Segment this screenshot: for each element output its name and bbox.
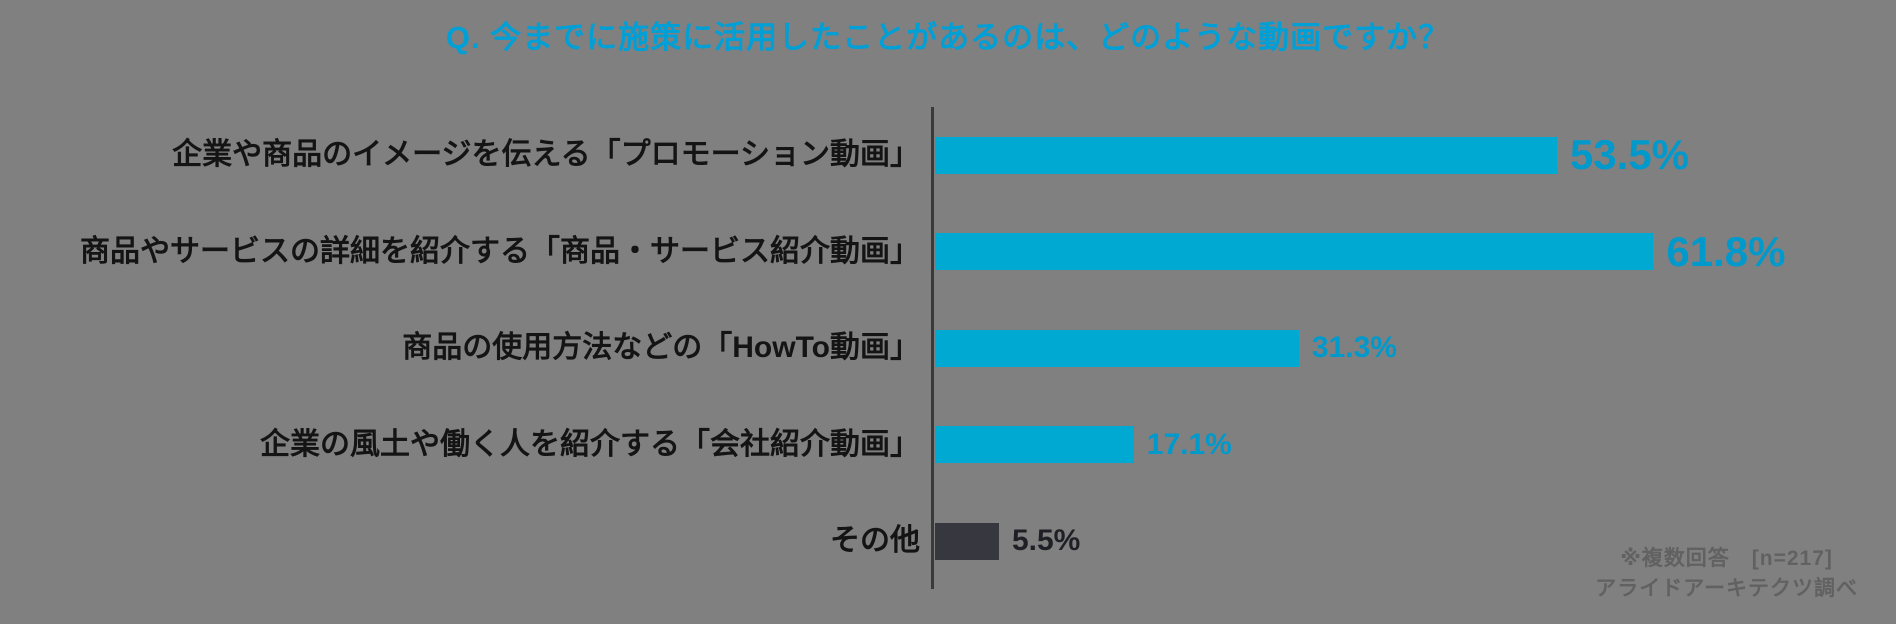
bar — [935, 329, 1299, 367]
y-axis-line — [931, 107, 934, 589]
category-label: その他 — [830, 524, 920, 557]
value-label: 5.5% — [1011, 524, 1081, 558]
chart-title: Q. 今までに施策に活用したことがあるのは、どのような動画ですか？ — [445, 20, 1451, 55]
value-label: 31.3% — [1311, 331, 1397, 365]
category-label: 商品の使用方法などの「HowTo動画」 — [402, 331, 920, 364]
category-label: 企業の風土や働く人を紹介する「会社紹介動画」 — [260, 427, 920, 461]
bar — [935, 136, 1557, 174]
bar — [935, 522, 999, 560]
footnote-line2: アライドアーキテクツ調べ — [1595, 577, 1858, 600]
value-label: 61.8% — [1666, 227, 1786, 275]
chart-row: その他 5.5% — [0, 493, 1896, 590]
bar — [935, 426, 1134, 464]
footnote: ※複数回答 [n=217] アライドアーキテクツ調べ — [1595, 544, 1858, 604]
value-label: 53.5% — [1569, 131, 1690, 179]
value-label: 17.1% — [1146, 427, 1232, 461]
footnote-line1: ※複数回答 [n=217] — [1620, 547, 1833, 570]
category-label: 企業や商品のイメージを伝える「プロモーション動画」 — [172, 138, 920, 171]
category-label: 商品やサービスの詳細を紹介する「商品・サービス紹介動画」 — [80, 234, 920, 268]
bar — [935, 233, 1654, 271]
chart-row: 企業の風土や働く人を紹介する「会社紹介動画」 17.1% — [0, 397, 1896, 494]
chart-row: 商品の使用方法などの「HowTo動画」 31.3% — [0, 300, 1896, 397]
chart-row: 企業や商品のイメージを伝える「プロモーション動画」 53.5% — [0, 107, 1896, 204]
bars-area: 企業や商品のイメージを伝える「プロモーション動画」 53.5% 商品やサービスの詳細… — [0, 107, 1896, 590]
chart-row: 商品やサービスの詳細を紹介する「商品・サービス紹介動画」 61.8% — [0, 204, 1896, 301]
